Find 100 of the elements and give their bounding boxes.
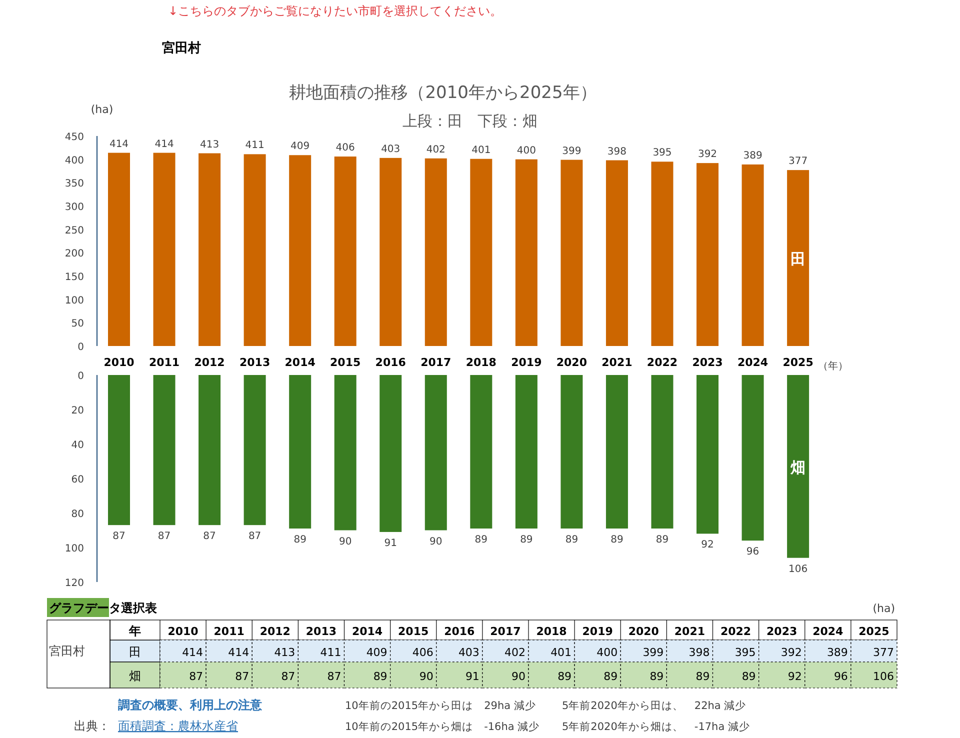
text: 5年前2020年から畑は、 -17ha 減少: [562, 720, 750, 733]
data-label: 399: [562, 146, 582, 157]
y-tick-label: 200: [64, 248, 84, 260]
bar: [198, 153, 221, 346]
bar: [334, 156, 356, 346]
bar: [651, 375, 674, 529]
text: 宮田村: [49, 644, 85, 658]
data-label: 377: [788, 156, 808, 168]
data-label: 406: [412, 646, 434, 659]
data-label: 89: [656, 534, 669, 546]
data-label: 89: [650, 670, 664, 683]
x-tick-label: 2018: [466, 356, 496, 369]
data-label: 87: [112, 531, 126, 542]
series-label: 畑: [790, 458, 806, 476]
bar: [424, 158, 447, 346]
bar: [742, 375, 764, 541]
y-tick-label: 0: [78, 342, 84, 353]
x-tick-label: 2020: [556, 356, 588, 369]
x-tick-label: 2017: [420, 356, 452, 369]
bar: [153, 375, 176, 526]
text: 10年前の2015年から田は 29ha 減少: [345, 699, 536, 712]
data-label: 90: [419, 670, 434, 683]
data-label: 400: [516, 145, 536, 156]
bar: [244, 154, 266, 346]
data-label: 89: [373, 670, 388, 683]
bar: [742, 164, 764, 346]
y-tick-label: 120: [64, 578, 84, 589]
y-axis-title: (ha): [90, 103, 114, 116]
data-label: 89: [294, 534, 306, 546]
y-tick-label: 250: [64, 225, 84, 236]
data-label: 89: [604, 670, 618, 683]
data-label: 414: [154, 138, 174, 150]
x-tick-label: 2024: [812, 625, 844, 638]
bar: [289, 375, 312, 529]
data-label: 89: [520, 534, 533, 546]
data-label: 389: [826, 646, 848, 659]
x-tick-label: 2013: [306, 625, 337, 638]
bar: [606, 160, 628, 346]
bar: [560, 375, 583, 529]
data-label: 91: [384, 538, 397, 549]
y-tick-label: 350: [64, 178, 84, 190]
data-label: 411: [320, 646, 342, 659]
text: 10年前の2015年から畑は -16ha 減少: [345, 720, 540, 733]
data-label: 402: [426, 144, 446, 156]
y-tick-label: 100: [64, 295, 84, 306]
data-label: 87: [248, 531, 262, 542]
data-label: 398: [688, 646, 710, 659]
data-label: 377: [873, 646, 894, 659]
x-tick-label: 2025: [782, 356, 814, 369]
bar: [153, 152, 176, 346]
bar: [380, 158, 402, 346]
data-label: 409: [290, 141, 310, 152]
y-tick-label: 400: [64, 155, 84, 166]
data-label: 96: [746, 546, 760, 558]
y-tick-label: 450: [64, 132, 84, 143]
text: 調査の概要、利用上の注意: [117, 698, 263, 712]
bar: [696, 375, 719, 534]
y-tick-label: 80: [71, 509, 84, 520]
y-tick-label: 60: [71, 474, 84, 486]
bar: [515, 375, 538, 529]
x-tick-label: 2014: [284, 356, 316, 369]
data-label: 403: [458, 646, 480, 659]
x-tick-label: 2025: [858, 625, 890, 638]
bar: [244, 375, 266, 526]
x-tick-label: 2010: [168, 625, 199, 638]
bar: [108, 375, 130, 526]
x-tick-label: 2021: [602, 356, 632, 369]
y-tick-label: 0: [78, 371, 84, 382]
x-tick-label: 2013: [239, 356, 270, 369]
bar: [470, 158, 492, 346]
x-tick-label: 2018: [536, 625, 567, 638]
data-label: 91: [465, 670, 480, 683]
y-tick-label: 150: [64, 272, 84, 283]
y-tick-label: 20: [71, 406, 84, 416]
text: (ha): [872, 602, 895, 615]
data-label: 87: [235, 670, 250, 683]
data-label: 96: [834, 670, 848, 683]
data-label: 403: [381, 144, 400, 155]
bar: [470, 375, 492, 529]
x-tick-label: 2017: [490, 625, 521, 638]
data-label: 90: [338, 536, 352, 548]
data-label: 411: [245, 140, 264, 152]
data-label: 89: [742, 670, 756, 683]
bar: [787, 170, 810, 346]
data-label: 92: [788, 670, 802, 683]
x-tick-label: 2022: [646, 356, 678, 369]
data-label: 414: [182, 646, 204, 659]
bar: [515, 159, 538, 346]
data-label: 398: [607, 146, 627, 158]
x-tick-label: 2023: [766, 625, 798, 638]
x-tick-label: 2011: [214, 625, 244, 638]
bar: [334, 375, 356, 530]
bar: [696, 163, 719, 346]
bar: [606, 375, 628, 529]
data-label: 414: [228, 646, 250, 659]
bar: [560, 160, 583, 346]
data-label: 392: [698, 149, 718, 160]
bar: [787, 375, 810, 558]
data-label: 392: [780, 646, 802, 659]
data-label: 406: [336, 142, 355, 154]
